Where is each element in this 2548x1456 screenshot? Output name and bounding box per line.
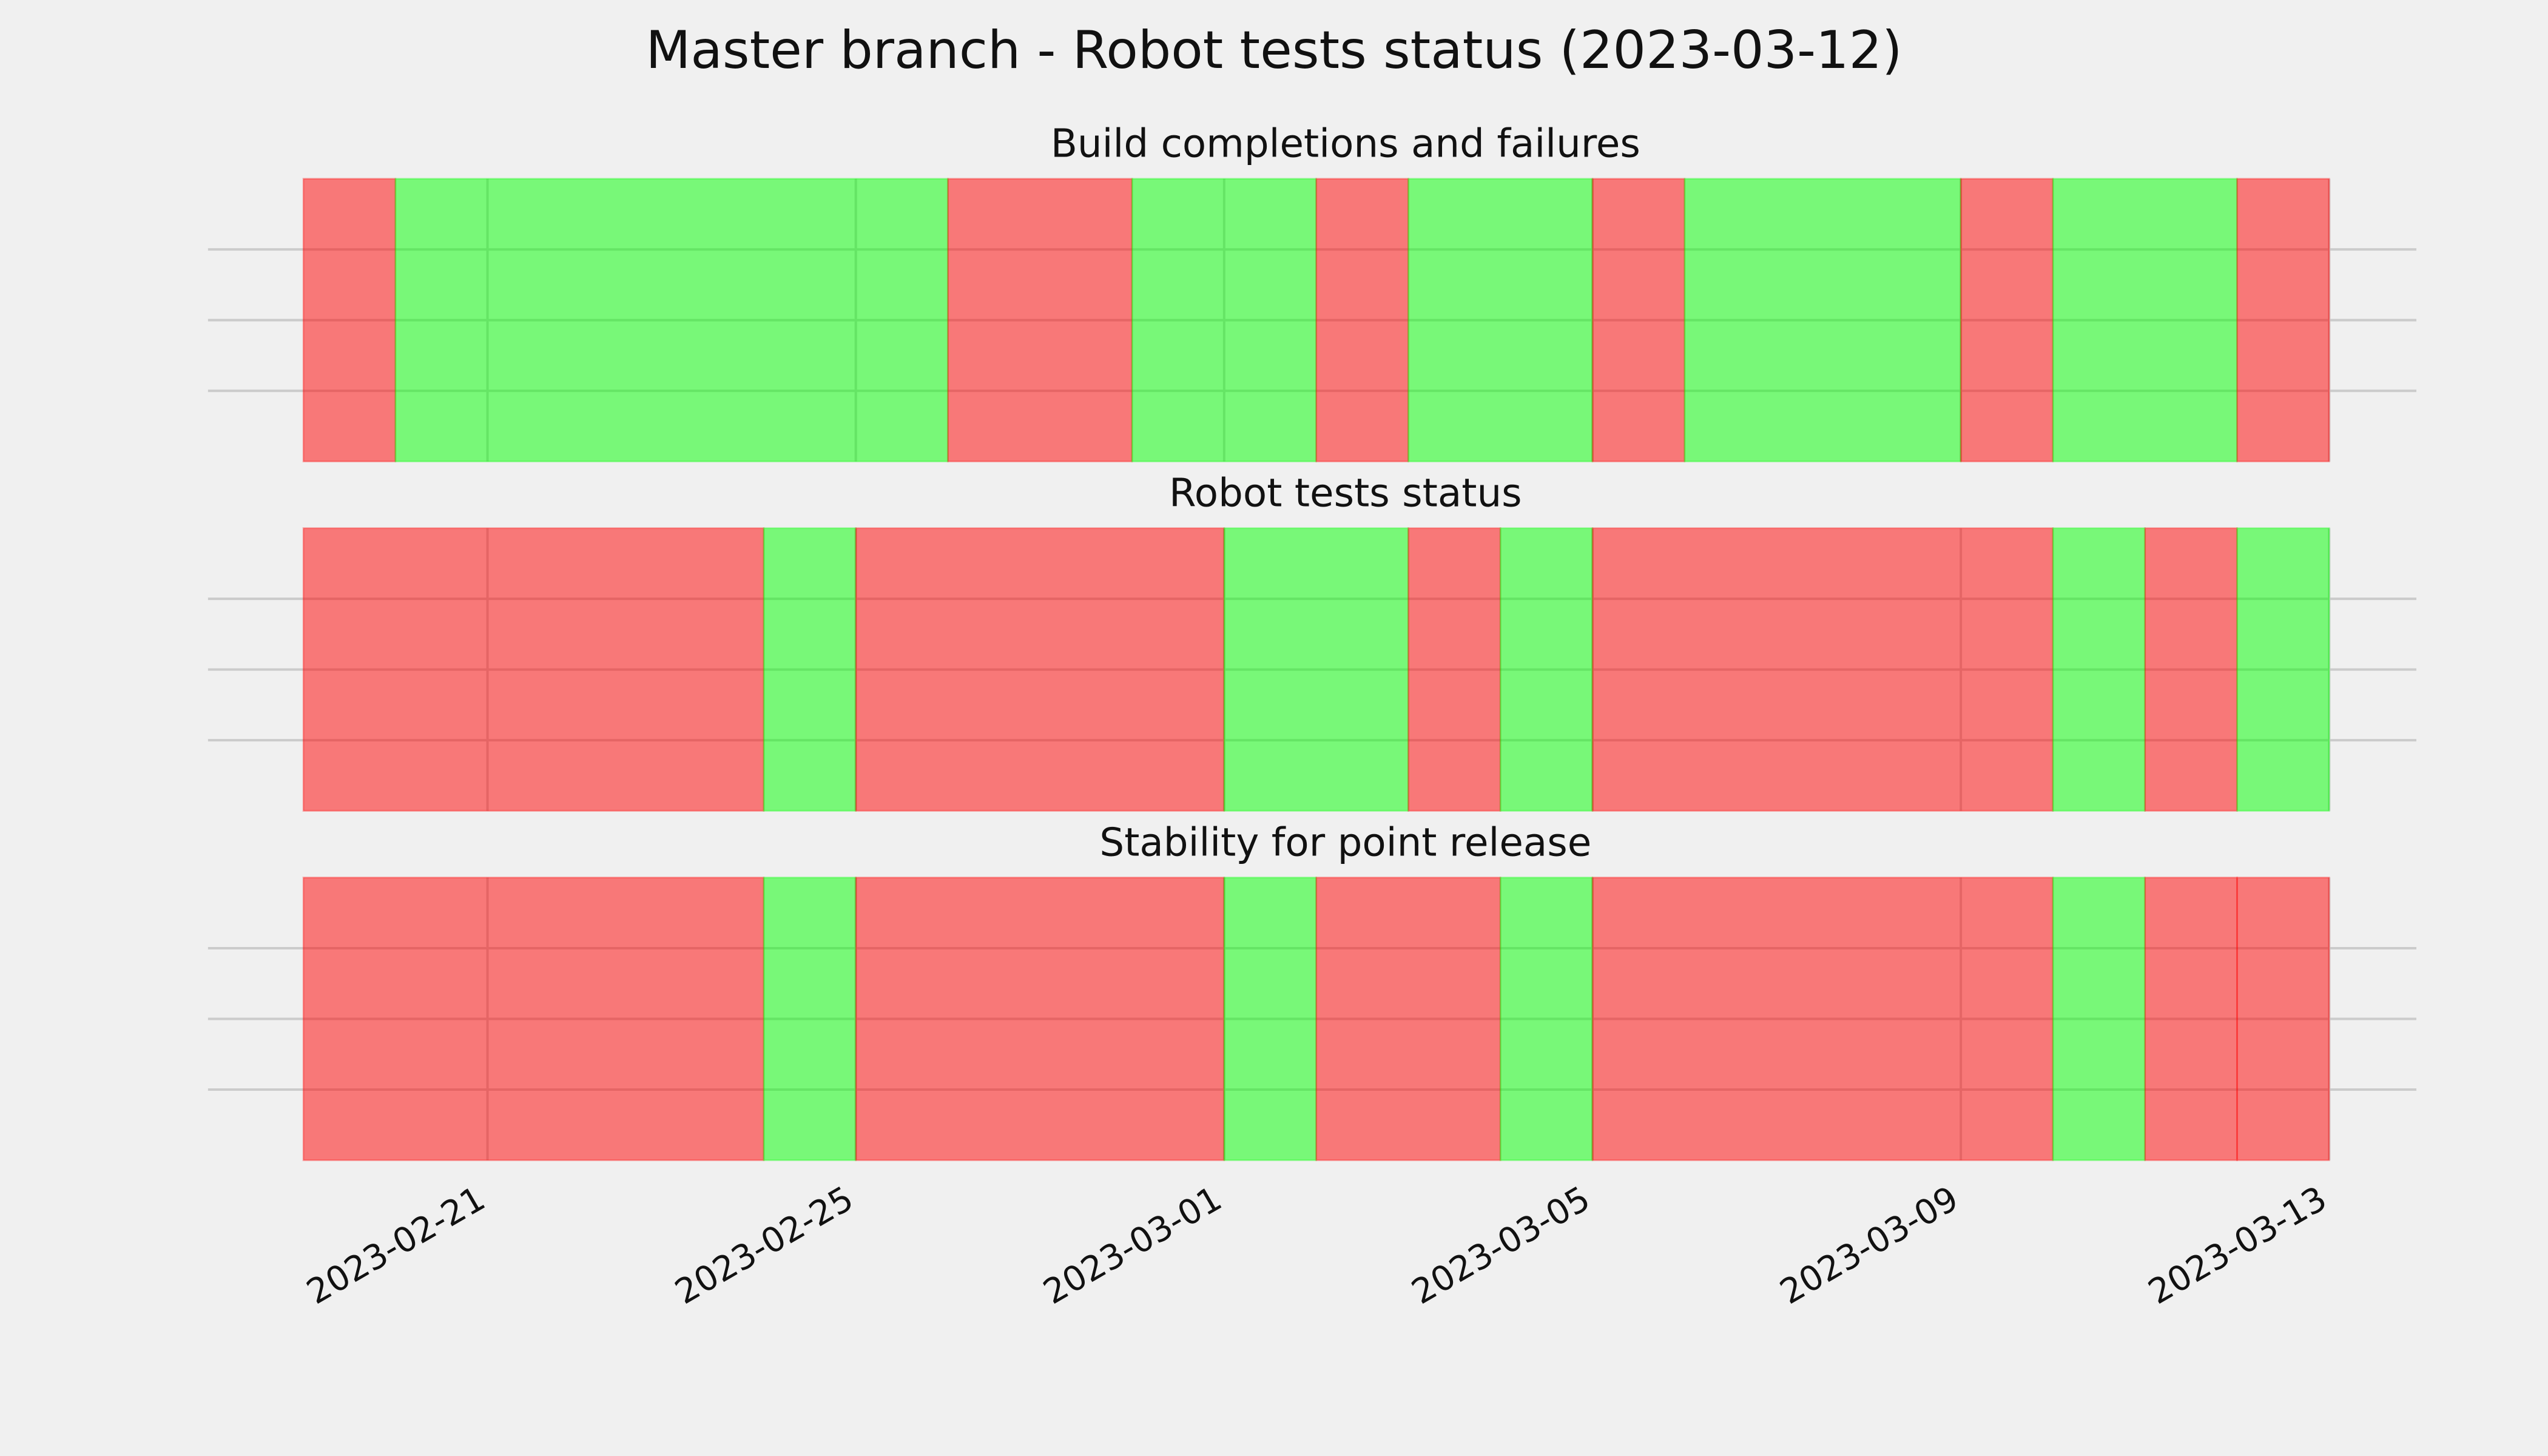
status-span	[1407, 527, 1502, 812]
x-tick-label: 2023-02-21	[300, 1179, 492, 1312]
status-span	[2236, 877, 2330, 1161]
status-span	[1591, 877, 2054, 1161]
x-tick-label: 2023-03-01	[1037, 1179, 1228, 1312]
status-span	[2052, 178, 2238, 463]
status-span	[2144, 527, 2238, 812]
status-span	[763, 527, 857, 812]
panel-title: Stability for point release	[1099, 820, 1591, 865]
status-span	[1499, 877, 1594, 1161]
status-span	[302, 877, 765, 1161]
status-span	[1684, 178, 1962, 463]
x-tick-label: 2023-03-13	[2142, 1179, 2334, 1312]
status-span	[1591, 527, 2054, 812]
status-span	[947, 178, 1133, 463]
status-span	[1315, 178, 1409, 463]
status-span	[763, 877, 857, 1161]
x-tick-label: 2023-02-25	[669, 1179, 860, 1312]
status-span	[1315, 877, 1502, 1161]
status-span	[1960, 178, 2054, 463]
status-span	[302, 178, 397, 463]
status-span	[1223, 877, 1317, 1161]
status-span	[1223, 527, 1409, 812]
status-span	[2144, 877, 2238, 1161]
status-span	[2052, 527, 2146, 812]
status-span	[1131, 178, 1317, 463]
status-span	[394, 178, 949, 463]
status-span	[1499, 527, 1594, 812]
status-span	[855, 877, 1225, 1161]
status-span	[1407, 178, 1594, 463]
x-tick-label: 2023-03-09	[1774, 1179, 1966, 1312]
status-span	[2236, 527, 2330, 812]
x-tick-label: 2023-03-05	[1405, 1179, 1597, 1312]
status-span	[2236, 178, 2330, 463]
panel-title: Robot tests status	[1169, 471, 1522, 516]
status-span	[302, 527, 765, 812]
chart-title: Master branch - Robot tests status (2023…	[645, 20, 1902, 81]
status-span	[855, 527, 1225, 812]
status-span	[1591, 178, 1686, 463]
status-span	[2052, 877, 2146, 1161]
panel-title: Build completions and failures	[1051, 121, 1640, 167]
